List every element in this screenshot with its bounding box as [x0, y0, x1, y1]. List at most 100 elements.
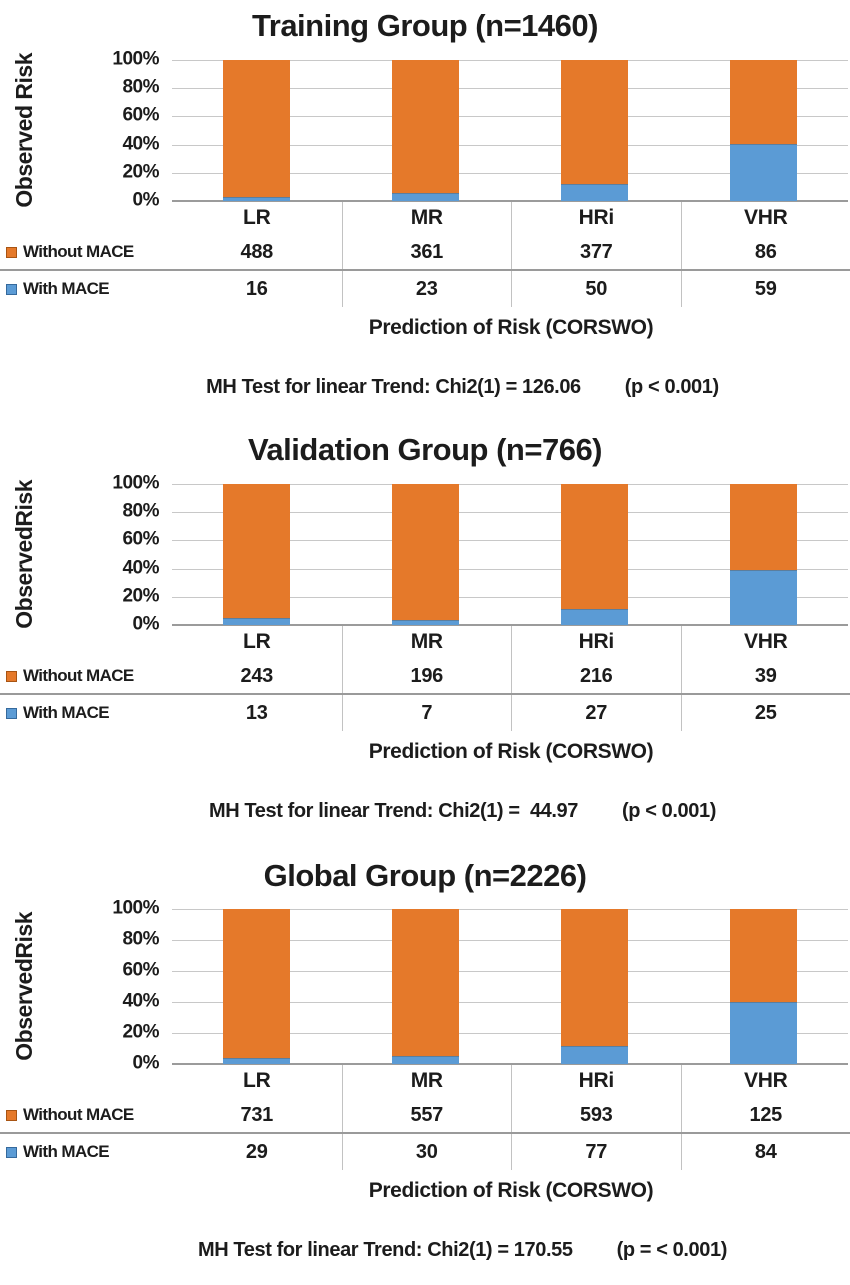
chart-title: Validation Group (n=766): [247, 432, 603, 467]
value-cell-with-mace: 84: [680, 1134, 850, 1170]
table-row-without-mace: Without MACE 243 196 216 39: [0, 659, 850, 695]
without-mace-swatch-icon: [6, 246, 17, 258]
x-axis-title: Prediction of Risk (CORSWO): [368, 740, 654, 763]
y-tick-label: 80%: [122, 500, 159, 522]
legend-label: Without MACE: [23, 666, 134, 685]
gridline: [172, 172, 848, 174]
value-cell-with-mace: 29: [245, 1140, 268, 1163]
value-cell-without-mace: 557: [341, 1098, 512, 1132]
y-tick-label: 100%: [112, 48, 159, 70]
legend-label: With MACE: [23, 1142, 110, 1161]
p-value-text: (p < 0.001): [622, 800, 716, 822]
bar-segment-with-mace: [560, 1046, 629, 1064]
gridlines: [172, 60, 848, 202]
table-row-with-mace: With MACE 13 7 27 25: [0, 695, 850, 731]
p-value-text: (p < 0.001): [624, 376, 719, 398]
with-mace-values: 13 7 27 25: [172, 695, 850, 731]
plot-area: [172, 60, 848, 202]
with-mace-swatch-icon: [6, 283, 17, 295]
y-axis-ticks: 100% 80% 60% 40% 20% 0%: [48, 49, 172, 211]
bar-column-hri: [510, 484, 679, 625]
stacked-bar: [729, 60, 798, 201]
y-tick-label: 80%: [122, 928, 159, 950]
stacked-bar: [222, 484, 291, 625]
mh-test-text: MH Test for linear Trend: Chi2(1) = 170.…: [197, 1239, 573, 1261]
table-row-without-mace: Without MACE 731 557 593 125: [0, 1098, 850, 1134]
category-label: VHR: [680, 201, 850, 235]
chart-training-group: Training Group (n=1460) Observed Risk 10…: [0, 4, 850, 430]
value-cell-with-mace: 30: [341, 1134, 512, 1170]
p-value-text: (p = < 0.001): [616, 1239, 728, 1261]
bar-segment-with-mace: [729, 569, 798, 625]
bar-column-mr: [341, 484, 510, 625]
category-label: VHR: [680, 1064, 850, 1098]
value-cell-with-mace: 16: [245, 277, 268, 300]
without-mace-swatch-icon: [6, 1109, 17, 1121]
category-label: MR: [341, 625, 512, 659]
value-cell-with-mace: 7: [341, 695, 512, 731]
value-cell-without-mace: 488: [240, 240, 274, 263]
legend-label: Without MACE: [23, 242, 134, 261]
category-label: VHR: [680, 625, 850, 659]
bar-segment-without-mace: [729, 484, 798, 570]
bar-segment-without-mace: [729, 909, 798, 1002]
with-mace-values: 29 30 77 84: [172, 1134, 850, 1170]
value-cell-without-mace: 243: [240, 664, 274, 687]
gridline: [172, 60, 848, 61]
bar-segment-with-mace: [222, 617, 291, 625]
y-axis-title: ObservedRisk: [10, 912, 37, 1061]
bar-column-lr: [172, 484, 341, 625]
data-table: LR MR HRi VHR Without MACE 243 196 216 39 With…: [0, 625, 850, 731]
y-axis-title-box: Observed Risk: [0, 53, 48, 208]
stacked-bar: [391, 60, 460, 201]
bar-segment-without-mace: [560, 60, 629, 185]
y-axis-title-box: ObservedRisk: [0, 909, 48, 1064]
chart-global-group: Global Group (n=2226) ObservedRisk 100% 8…: [0, 850, 850, 1285]
without-mace-swatch-icon: [6, 670, 17, 682]
bar-segment-with-mace: [391, 192, 460, 201]
value-cell-without-mace: 377: [511, 235, 681, 269]
bar-segment-with-mace: [222, 1058, 291, 1064]
stacked-bar: [222, 60, 291, 201]
with-mace-swatch-icon: [6, 1146, 17, 1158]
gridline: [172, 144, 848, 146]
stacked-bar: [729, 909, 798, 1064]
bar-segment-without-mace: [391, 909, 460, 1057]
category-cells: LR MR HRi VHR: [172, 201, 850, 235]
x-axis-line: [172, 200, 848, 202]
gridline: [172, 1002, 848, 1003]
value-cell-without-mace: 593: [511, 1098, 681, 1132]
gridline: [172, 568, 848, 570]
stacked-bar: [222, 909, 291, 1064]
stacked-bar: [560, 484, 629, 625]
value-cell-with-mace: 25: [680, 695, 850, 731]
category-row: LR MR HRi VHR: [0, 625, 850, 659]
legend-with-mace: With MACE: [0, 695, 172, 731]
value-cell-without-mace: 125: [680, 1098, 850, 1132]
gridlines: [172, 909, 848, 1065]
y-axis-ticks: 100% 80% 60% 40% 20% 0%: [48, 898, 172, 1074]
legend-label: Without MACE: [23, 1105, 134, 1124]
data-table: LR MR HRi VHR Without MACE 731 557 593 125 Wit…: [0, 1064, 850, 1170]
value-cell-with-mace: 13: [245, 701, 268, 724]
gridline: [172, 940, 848, 941]
bar-column-hri: [510, 60, 679, 201]
y-tick-label: 100%: [112, 472, 159, 494]
gridline: [172, 909, 848, 910]
gridline: [172, 116, 848, 118]
without-mace-values: 243 196 216 39: [172, 659, 850, 693]
bar-column-vhr: [679, 909, 848, 1064]
bar-column-mr: [341, 909, 510, 1064]
y-axis-ticks: 100% 80% 60% 40% 20% 0%: [48, 473, 172, 635]
y-tick-label: 60%: [122, 528, 159, 550]
plot-row: ObservedRisk 100% 80% 60% 40% 20% 0%: [0, 473, 850, 635]
plot-row: ObservedRisk 100% 80% 60% 40% 20% 0%: [0, 898, 850, 1074]
plot-area: [172, 909, 848, 1065]
y-tick-label: 40%: [122, 133, 159, 155]
value-cell-with-mace: 59: [680, 271, 850, 307]
chart-title: Training Group (n=1460): [252, 8, 598, 43]
legend-without-mace: Without MACE: [0, 659, 172, 693]
plot-row: Observed Risk 100% 80% 60% 40% 20% 0%: [0, 49, 850, 211]
without-mace-values: 731 557 593 125: [172, 1098, 850, 1132]
value-cell-with-mace: 23: [341, 271, 512, 307]
